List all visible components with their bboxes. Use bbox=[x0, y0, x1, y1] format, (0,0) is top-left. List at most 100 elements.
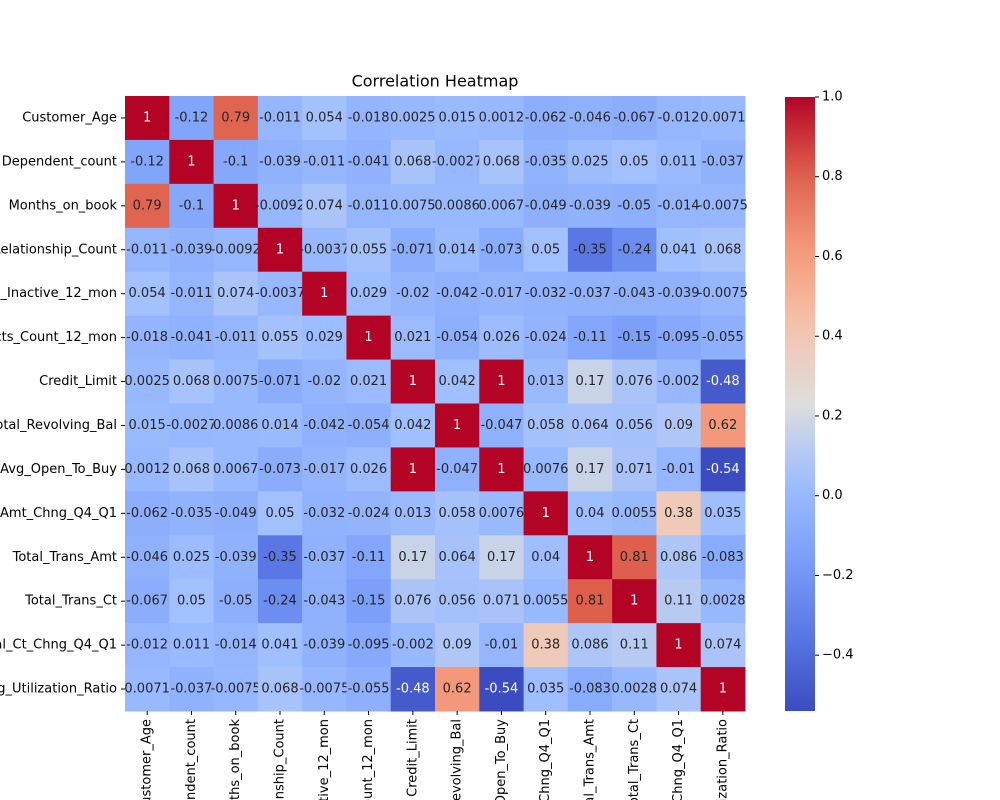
heatmap-cell bbox=[612, 359, 657, 404]
heatmap-cell bbox=[656, 139, 702, 185]
colorbar-tick-label: 0.4 bbox=[822, 329, 843, 344]
cell-label: -0.011 bbox=[126, 242, 168, 257]
heatmap-cell bbox=[125, 139, 170, 185]
heatmap-cell bbox=[612, 667, 657, 712]
heatmap-cell bbox=[612, 271, 657, 317]
cell-label: 1 bbox=[276, 242, 284, 257]
cell-label: -0.011 bbox=[259, 110, 301, 125]
cell-label: -0.024 bbox=[348, 506, 390, 521]
heatmap-cell bbox=[567, 623, 613, 668]
cell-label: 0.068 bbox=[173, 462, 210, 477]
heatmap-cell bbox=[567, 359, 613, 404]
cell-label: 0.011 bbox=[173, 638, 210, 653]
cell-label: -0.012 bbox=[126, 638, 168, 653]
cell-label: -0.095 bbox=[348, 638, 390, 653]
heatmap-cell bbox=[302, 535, 347, 580]
heatmap-cell bbox=[257, 579, 303, 624]
y-tick-label: Total_Relationship_Count bbox=[0, 242, 117, 257]
heatmap-cell bbox=[125, 271, 170, 317]
heatmap-cell bbox=[612, 491, 657, 536]
colorbar-tick-label: 0.8 bbox=[822, 169, 843, 184]
cell-label: 0.058 bbox=[439, 506, 476, 521]
heatmap-cell bbox=[213, 667, 259, 712]
cell-label: 0.086 bbox=[660, 550, 697, 565]
colorbar-tick-label: 1.0 bbox=[822, 90, 843, 105]
cell-label: 0.064 bbox=[439, 550, 476, 565]
heatmap-cell bbox=[302, 183, 347, 229]
colorbar bbox=[785, 97, 815, 711]
x-tick-label: Total_Revolving_Bal bbox=[450, 719, 465, 800]
cell-label: 0.0025 bbox=[124, 374, 170, 389]
heatmap-cell bbox=[390, 535, 436, 580]
heatmap-cell bbox=[390, 447, 436, 492]
heatmap-cell bbox=[435, 667, 480, 712]
heatmap-cell bbox=[567, 139, 613, 185]
heatmap-cell bbox=[346, 139, 392, 185]
cell-label: -0.002 bbox=[392, 638, 434, 653]
heatmap-cell bbox=[302, 491, 347, 536]
x-tick-label: Total_Trans_Ct bbox=[627, 719, 642, 800]
heatmap-cell bbox=[435, 491, 480, 536]
cell-label: 0.79 bbox=[133, 198, 162, 213]
heatmap-cell bbox=[435, 623, 480, 668]
heatmap-cell bbox=[257, 359, 303, 404]
heatmap-cell bbox=[656, 623, 702, 668]
cell-label: 1 bbox=[409, 374, 417, 389]
cell-label: 0.09 bbox=[443, 638, 472, 653]
heatmap-cell bbox=[125, 623, 170, 668]
y-tick-label: Total_Revolving_Bal bbox=[0, 418, 117, 433]
cell-label: 0.068 bbox=[173, 374, 210, 389]
cell-label: 1 bbox=[187, 154, 195, 169]
cell-label: 0.38 bbox=[664, 506, 693, 521]
cell-label: -0.1 bbox=[223, 154, 248, 169]
x-tick-label: Total_Amt_Chng_Q4_Q1 bbox=[538, 719, 553, 800]
cell-label: -0.039 bbox=[259, 154, 301, 169]
cell-label: 0.064 bbox=[571, 418, 608, 433]
heatmap-cell bbox=[169, 359, 215, 404]
cell-label: -0.54 bbox=[485, 682, 519, 697]
cell-label: -0.014 bbox=[658, 198, 700, 213]
heatmap-cell bbox=[435, 139, 480, 185]
colorbar-tick-label: −0.4 bbox=[822, 648, 854, 663]
cell-label: -0.083 bbox=[702, 550, 744, 565]
cell-label: -0.35 bbox=[263, 550, 297, 565]
cell-label: -0.062 bbox=[126, 506, 168, 521]
cell-label: 0.021 bbox=[394, 330, 431, 345]
heatmap-cell bbox=[656, 227, 702, 273]
heatmap-cell bbox=[302, 96, 347, 141]
heatmap-cell bbox=[612, 403, 657, 448]
cell-label: -0.54 bbox=[706, 462, 740, 477]
heatmap-cell bbox=[656, 579, 702, 624]
cell-label: 0.015 bbox=[129, 418, 166, 433]
y-tick-label: Avg_Utilization_Ratio bbox=[0, 682, 117, 697]
cell-label: -0.01 bbox=[662, 462, 696, 477]
y-tick-label: Total_Trans_Ct bbox=[24, 594, 117, 609]
cell-label: -0.35 bbox=[573, 242, 607, 257]
cell-label: -0.083 bbox=[569, 682, 611, 697]
heatmap-cell bbox=[169, 315, 215, 361]
heatmap-cell bbox=[700, 315, 746, 361]
cell-label: -0.071 bbox=[392, 242, 434, 257]
heatmap-cell bbox=[656, 315, 702, 361]
heatmap-cell bbox=[125, 403, 170, 448]
cell-label: -0.039 bbox=[569, 198, 611, 213]
heatmap-cell bbox=[125, 491, 170, 536]
cell-label: -0.48 bbox=[706, 374, 740, 389]
cell-label: 0.071 bbox=[616, 462, 653, 477]
cell-label: -0.05 bbox=[219, 594, 253, 609]
heatmap-cell bbox=[435, 359, 480, 404]
cell-label: 0.0075 bbox=[213, 374, 259, 389]
heatmap-cell bbox=[435, 96, 480, 141]
cell-label: 0.035 bbox=[704, 506, 741, 521]
heatmap-cell bbox=[346, 315, 392, 361]
heatmap-cell bbox=[346, 447, 392, 492]
heatmap-cell bbox=[125, 667, 170, 712]
heatmap-cell bbox=[435, 227, 480, 273]
cell-label: -0.0092 bbox=[211, 242, 261, 257]
cell-label: -0.017 bbox=[480, 286, 522, 301]
cell-label: 0.0055 bbox=[612, 506, 658, 521]
heatmap-cell bbox=[479, 183, 525, 229]
cell-label: 0.068 bbox=[394, 154, 431, 169]
heatmap-cell bbox=[700, 403, 746, 448]
heatmap-cell bbox=[700, 183, 746, 229]
